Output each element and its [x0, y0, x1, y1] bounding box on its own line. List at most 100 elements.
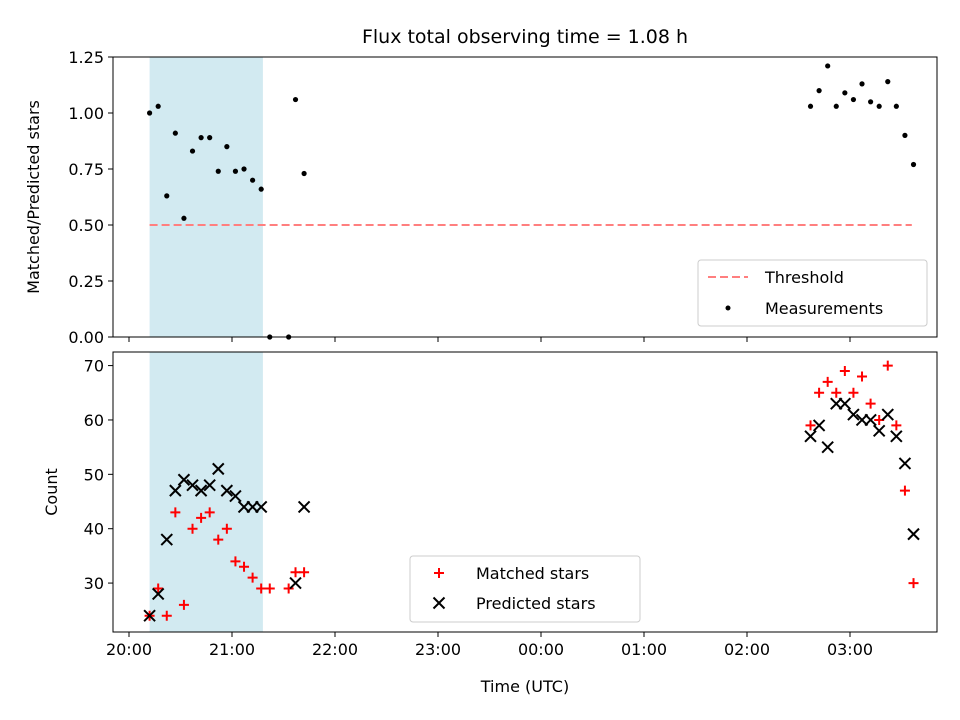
measurement-point — [207, 135, 213, 141]
legend-predicted-symbol — [432, 596, 446, 610]
matched-star-point — [299, 567, 310, 578]
predicted-star-point — [881, 408, 894, 421]
y-top-tick-label: 0.75 — [68, 160, 104, 179]
matched-star-point — [247, 572, 258, 583]
matched-star-point — [857, 371, 868, 382]
matched-star-point — [187, 523, 198, 534]
measurement-point — [198, 135, 204, 141]
predicted-star-point — [169, 484, 182, 497]
panel-ratio: 0.00 0.25 0.50 0.75 1.00 1.25 Flux total obse… — [24, 26, 938, 347]
matched-star-point — [256, 583, 267, 594]
predicted-star-point — [186, 478, 199, 492]
legend-bottom: Matched stars Predicted stars — [409, 555, 641, 623]
legend-predicted-label: Predicted stars — [476, 594, 596, 613]
legend-matched-label: Matched stars — [476, 564, 589, 583]
measurement-point — [258, 186, 264, 192]
matched-star-point — [882, 360, 893, 371]
legend-top: Threshold Measurements — [697, 259, 928, 327]
predicted-star-point — [289, 576, 302, 590]
y-top-tick-label: 1.00 — [68, 104, 104, 123]
matched-star-point — [239, 561, 250, 572]
matched-star-point — [805, 420, 816, 431]
predicted-star-point — [151, 587, 165, 601]
x-tick-label: 23:00 — [415, 640, 461, 659]
legend-measurements-label: Measurements — [765, 299, 883, 318]
measurement-point — [902, 132, 908, 138]
matched-star-point — [230, 556, 241, 567]
matched-star-point — [891, 420, 902, 431]
matched-star-point — [196, 512, 207, 523]
measurement-point — [910, 161, 917, 168]
predicted-star-point — [847, 408, 860, 421]
measurement-point — [807, 103, 814, 109]
measurement-point — [850, 96, 857, 103]
y-axis-ticks-top: 0.00 0.25 0.50 0.75 1.00 1.25 — [68, 48, 113, 347]
y-bottom-tick-label: 30 — [84, 574, 104, 593]
x-tick-label: 02:00 — [724, 640, 770, 659]
shaded-interval-bottom — [149, 352, 263, 632]
y-top-tick-label: 1.25 — [68, 48, 104, 67]
legend-predicted-marker — [432, 596, 446, 610]
y-bottom-tick-label: 40 — [84, 520, 104, 539]
y-top-tick-label: 0.25 — [68, 272, 104, 291]
measurement-point — [172, 130, 178, 136]
predicted-star-point — [297, 500, 311, 514]
matched-star-point — [899, 485, 910, 496]
matched-star-point — [161, 610, 172, 621]
measurement-point — [876, 103, 882, 109]
predicted-star-point — [907, 527, 920, 541]
measurement-point — [833, 103, 839, 109]
measurement-point — [224, 144, 230, 150]
predicted-star-point — [212, 462, 225, 476]
matched-star-point — [908, 578, 919, 589]
predicted-star-point — [194, 484, 208, 497]
predicted-star-point — [177, 473, 191, 486]
predicted-star-point — [160, 533, 173, 546]
predicted-star-point — [804, 430, 817, 443]
y-top-tick-label: 0.50 — [68, 216, 104, 235]
matched-star-point — [839, 366, 850, 377]
predicted-star-point — [872, 424, 886, 438]
y-axis-label-bottom: Count — [42, 468, 61, 516]
predicted-star-point — [203, 478, 216, 492]
x-tick-label: 20:00 — [106, 640, 152, 659]
x-axis-ticks-bottom: 20:00 21:00 22:00 23:00 00:00 01:00 02:00 03:00 — [106, 632, 873, 659]
x-tick-label: 01:00 — [621, 640, 667, 659]
x-tick-label: 03:00 — [827, 640, 873, 659]
x-axis-label: Time (UTC) — [480, 677, 569, 696]
matched-star-point — [213, 534, 224, 545]
measurement-point — [301, 170, 307, 177]
matched-star-point — [831, 387, 842, 398]
measurement-point — [893, 103, 899, 109]
legend-box-top — [697, 259, 928, 327]
matched-star-point — [283, 583, 294, 594]
count-points — [143, 360, 920, 622]
legend-matched-symbol — [434, 568, 444, 578]
matched-star-point — [221, 523, 232, 534]
x-tick-label: 21:00 — [209, 640, 255, 659]
measurement-point — [825, 63, 831, 69]
panel-counts: 30 40 50 60 70 20:00 21:00 22:00 23:00 00:00 01:0… — [42, 351, 938, 696]
measurement-point — [885, 79, 891, 85]
measurement-point — [241, 166, 247, 172]
y-bottom-tick-label: 50 — [84, 465, 104, 484]
matched-star-point — [153, 583, 164, 594]
matched-star-point — [170, 507, 181, 518]
matched-star-point — [264, 583, 275, 594]
measurement-point — [164, 193, 170, 199]
measurement-point — [868, 99, 874, 105]
predicted-star-point — [143, 609, 156, 622]
predicted-star-point — [812, 419, 826, 432]
axes-frame-bottom — [112, 351, 938, 633]
legend-matched-marker — [434, 568, 444, 578]
y-bottom-tick-label: 60 — [84, 411, 104, 430]
matched-star-point — [822, 376, 833, 387]
matched-star-point — [865, 398, 876, 409]
x-tick-label: 00:00 — [518, 640, 564, 659]
measurement-point — [232, 168, 239, 174]
predicted-star-point — [898, 457, 912, 470]
legend-box-bottom — [409, 555, 641, 623]
matched-star-point — [290, 567, 301, 578]
legend-measurements-symbol — [725, 305, 731, 311]
